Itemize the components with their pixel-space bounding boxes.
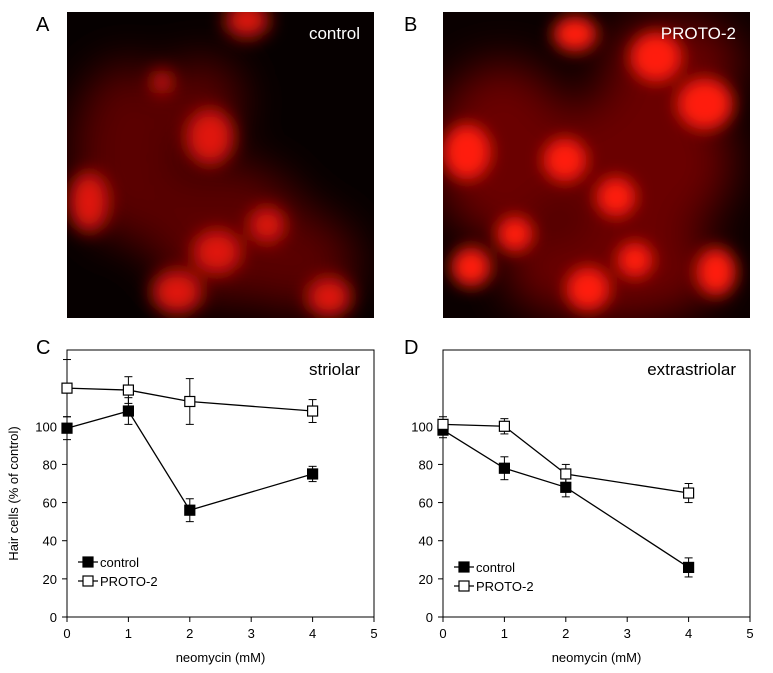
data-point (122, 384, 135, 396)
data-point (498, 462, 510, 474)
legend-label: control (476, 560, 515, 575)
chart-extrastriolar-xtick-label: 1 (501, 626, 508, 641)
chart-striolar-ytick-label: 60 (43, 496, 57, 511)
data-point (61, 382, 73, 394)
panel-c-letter: C (36, 337, 51, 359)
chart-extrastriolar-ytick-label: 0 (426, 610, 433, 625)
chart-striolar: 0 1 2 3 4 5 0 20 40 60 80 100 neomycin (mM) Hair cell… (6, 349, 378, 665)
chart-extrastriolar-frame (442, 349, 751, 618)
data-point (184, 504, 196, 516)
chart-striolar-ylabel: Hair cells (% of control) (6, 426, 21, 560)
chart-striolar-legend: control PROTO-2 (78, 555, 158, 589)
data-point (682, 487, 695, 499)
chart-striolar-ytick-label: 40 (43, 534, 57, 549)
chart-striolar-xtick-label: 1 (125, 626, 132, 641)
micrograph-control-label: control (308, 24, 360, 43)
chart-extrastriolar-xtick-label: 0 (439, 626, 446, 641)
micrograph-control-image (67, 12, 374, 318)
chart-extrastriolar-xtick-label: 2 (562, 626, 569, 641)
chart-extrastriolar-ytick-label: 100 (411, 419, 433, 434)
micrograph-proto2-label: PROTO-2 (660, 24, 736, 43)
chart-striolar-ytick-label: 100 (35, 419, 57, 434)
data-point (184, 395, 196, 408)
data-point (307, 405, 319, 417)
chart-extrastriolar-legend: control PROTO-2 (454, 560, 534, 594)
data-point (307, 468, 319, 480)
chart-striolar-series-control (61, 397, 319, 523)
data-point (437, 418, 449, 430)
chart-striolar-xtick-label: 2 (186, 626, 193, 641)
chart-striolar-xtick-label: 0 (63, 626, 70, 641)
data-point (498, 420, 510, 432)
series-line (66, 410, 313, 511)
micrograph-control: control (67, 12, 374, 318)
chart-striolar-ytick-label: 0 (50, 610, 57, 625)
chart-extrastriolar-ytick-label: 80 (419, 457, 433, 472)
chart-striolar-xtick-label: 5 (370, 626, 377, 641)
panel-b-letter: B (404, 14, 418, 36)
chart-striolar-series-proto2 (61, 359, 319, 425)
chart-striolar-xtick-label: 4 (309, 626, 316, 641)
legend-label: PROTO-2 (476, 579, 534, 594)
legend-marker (82, 556, 94, 568)
chart-extrastriolar-series-proto2 (437, 416, 695, 504)
chart-extrastriolar-ytick-label: 60 (419, 496, 433, 511)
chart-extrastriolar-ytick-label: 20 (419, 572, 433, 587)
legend-marker (82, 575, 94, 587)
micrograph-proto2: PROTO-2 (443, 12, 750, 318)
chart-extrastriolar: 0 1 2 3 4 5 0 20 40 60 80 100 neomycin (mM) extrastri… (411, 349, 754, 665)
chart-striolar-ytick-label: 20 (43, 572, 57, 587)
chart-extrastriolar-ytick-label: 40 (419, 534, 433, 549)
series-line (66, 387, 313, 412)
chart-striolar-xlabel: neomycin (mM) (176, 650, 266, 665)
data-point (61, 422, 73, 434)
chart-striolar-ytick-label: 80 (43, 457, 57, 472)
panel-a-letter: A (36, 14, 50, 36)
chart-extrastriolar-xlabel: neomycin (mM) (552, 650, 642, 665)
legend-label: control (100, 555, 139, 570)
legend-marker (458, 580, 470, 592)
series-line (442, 423, 689, 494)
chart-striolar-frame (66, 349, 375, 618)
chart-extrastriolar-xtick-label: 5 (746, 626, 753, 641)
chart-extrastriolar-series-control (437, 421, 695, 578)
chart-striolar-xtick-label: 3 (248, 626, 255, 641)
legend-marker (458, 561, 470, 573)
data-point (682, 561, 695, 574)
chart-extrastriolar-xtick-label: 3 (624, 626, 631, 641)
chart-striolar-title: striolar (309, 360, 360, 379)
chart-extrastriolar-xtick-label: 4 (685, 626, 692, 641)
data-point (560, 468, 572, 480)
chart-extrastriolar-title: extrastriolar (647, 360, 736, 379)
legend-label: PROTO-2 (100, 574, 158, 589)
panel-d-letter: D (404, 337, 419, 359)
series-line (442, 429, 689, 568)
data-point (122, 405, 135, 417)
micrograph-proto2-image (443, 12, 750, 318)
